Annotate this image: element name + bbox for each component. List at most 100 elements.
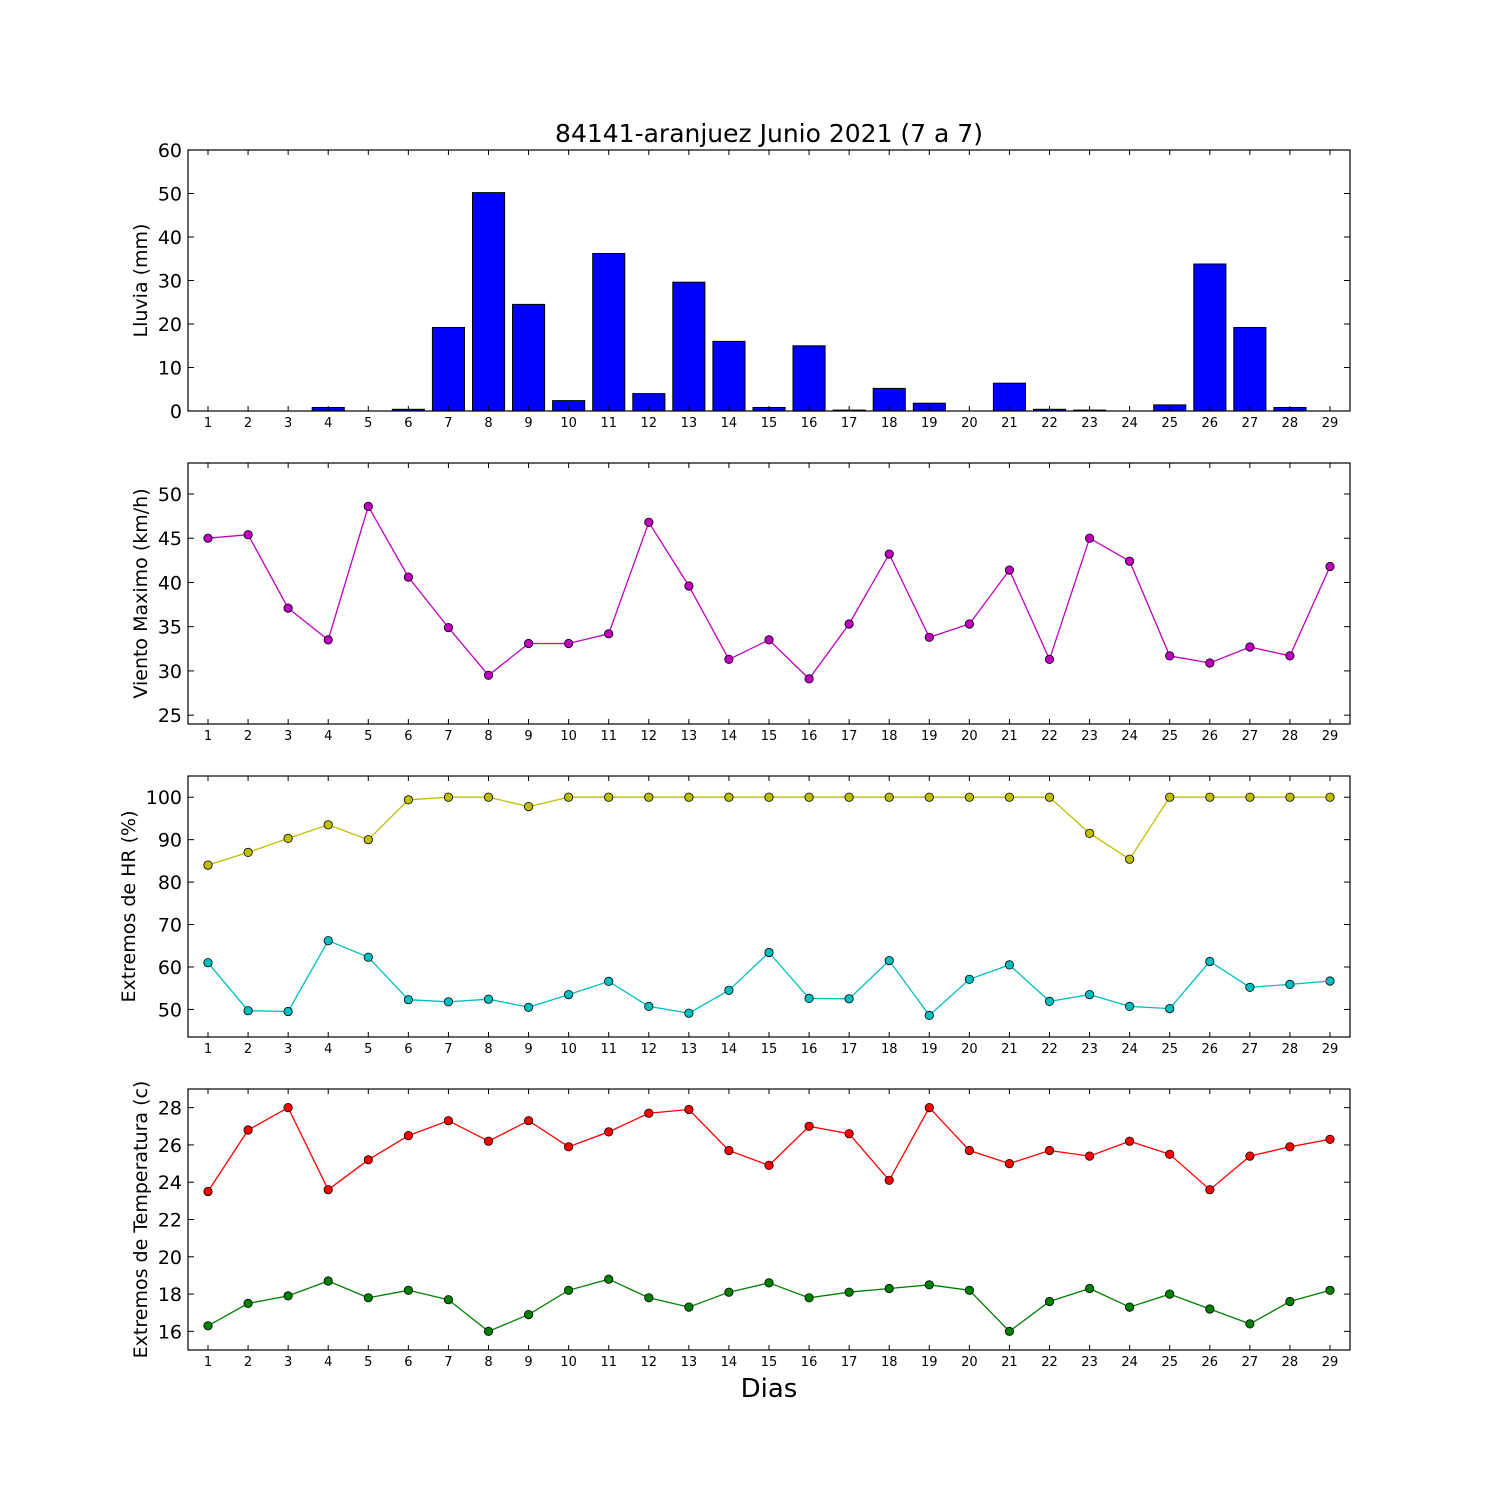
- humidity-series-2-point-day-18: [884, 955, 894, 966]
- temperature-series-1-point-day-18: [884, 1175, 894, 1185]
- wind-xtick-label: 9: [524, 729, 532, 744]
- humidity-series-1-point-day-20: [964, 792, 975, 802]
- temperature-series-1-point-day-27: [1245, 1151, 1255, 1161]
- rain-xtick-label: 16: [801, 416, 818, 431]
- temperature-xtick-label: 24: [1121, 1355, 1138, 1370]
- temperature-ytick-label: 18: [158, 1284, 182, 1306]
- humidity-series-2-point-day-29: [1325, 976, 1335, 986]
- wind-series-1-point-day-26: [1205, 658, 1215, 668]
- rain-xtick-label: 13: [681, 416, 698, 431]
- wind-series-1-point-day-8: [483, 670, 494, 680]
- temperature-ytick-label: 28: [158, 1098, 182, 1120]
- wind-series-1-point-day-11: [604, 629, 614, 639]
- temperature-series-1-point-day-26: [1205, 1185, 1215, 1195]
- temperature-series-2-point-day-22: [1044, 1296, 1055, 1307]
- wind-series-1-point-day-1: [203, 533, 213, 543]
- temperature-ytick-label: 26: [158, 1135, 182, 1157]
- humidity-xtick-label: 23: [1081, 1042, 1098, 1057]
- humidity-series-1-point-day-22: [1044, 792, 1055, 802]
- rain-y-axis-label: Lluvia (mm): [130, 224, 152, 338]
- wind-series-1-point-day-18: [884, 549, 894, 559]
- humidity-xtick-label: 3: [284, 1042, 292, 1057]
- temperature-xtick-label: 9: [524, 1355, 532, 1370]
- humidity-series-1-point-day-13: [684, 792, 694, 802]
- wind-ytick-label: 50: [158, 484, 182, 506]
- rain-xtick-label: 14: [721, 416, 738, 431]
- wind-series-1-point-day-10: [563, 638, 574, 649]
- temperature-series-1-point-day-23: [1085, 1151, 1095, 1161]
- humidity-ytick-label: 70: [158, 915, 182, 937]
- temperature-xtick-label: 2: [244, 1355, 252, 1370]
- wind-xtick-label: 25: [1161, 729, 1178, 744]
- temperature-series-2-point-day-20: [964, 1285, 975, 1295]
- humidity-series-2-point-day-6: [403, 995, 413, 1005]
- humidity-series-2-point-day-28: [1285, 979, 1295, 990]
- temperature-series-2-point-day-21: [1004, 1326, 1015, 1337]
- x-axis-label: Dias: [741, 1374, 798, 1404]
- wind-ytick-label: 35: [158, 617, 182, 639]
- humidity-xtick-label: 5: [364, 1042, 372, 1057]
- temperature-series-1-point-day-1: [203, 1186, 213, 1197]
- humidity-xtick-label: 11: [600, 1042, 617, 1057]
- wind-series-1-point-day-19: [924, 632, 934, 642]
- wind-xtick-label: 20: [961, 729, 978, 744]
- wind-xtick-label: 17: [841, 729, 858, 744]
- temperature-series-1-point-day-17: [844, 1129, 854, 1139]
- humidity-series-2-point-day-8: [483, 994, 494, 1004]
- temperature-xtick-label: 22: [1041, 1355, 1058, 1370]
- rain-xtick-label: 17: [841, 416, 858, 431]
- temperature-series-1-point-day-13: [684, 1104, 694, 1115]
- wind-xtick-label: 12: [641, 729, 658, 744]
- wind-axes-frame: [187, 462, 1351, 725]
- humidity-xtick-label: 7: [444, 1042, 452, 1057]
- rain-bar-day-7: [431, 327, 465, 412]
- wind-ytick-label: 30: [158, 661, 182, 683]
- temperature-series-2-point-day-5: [363, 1293, 373, 1303]
- rain-xtick-label: 15: [761, 416, 778, 431]
- temperature-xtick-label: 12: [641, 1355, 658, 1370]
- temperature-xtick-label: 13: [681, 1355, 698, 1370]
- temperature-xtick-label: 20: [961, 1355, 978, 1370]
- temperature-series-2-point-day-18: [884, 1283, 894, 1294]
- wind-xtick-label: 14: [721, 729, 738, 744]
- humidity-series-2-point-day-27: [1245, 982, 1255, 992]
- wind-xtick-label: 3: [284, 729, 292, 744]
- rain-xtick-label: 9: [524, 416, 532, 431]
- wind-series-1-point-day-6: [403, 572, 413, 582]
- humidity-series-2-point-day-26: [1205, 956, 1215, 967]
- temperature-xtick-label: 19: [921, 1355, 938, 1370]
- wind-series-1-point-day-3: [283, 603, 293, 613]
- temperature-series-1-point-day-11: [604, 1127, 614, 1137]
- temperature-ytick-label: 24: [158, 1172, 182, 1194]
- wind-xtick-label: 8: [484, 729, 492, 744]
- rain-xtick-label: 5: [364, 416, 372, 431]
- humidity-series-1-point-day-21: [1004, 792, 1015, 802]
- wind-ytick-label: 25: [158, 705, 182, 727]
- wind-series-1-point-day-14: [724, 654, 734, 665]
- temperature-series-2-point-day-16: [804, 1293, 814, 1303]
- humidity-xtick-label: 14: [721, 1042, 738, 1057]
- wind-series-1-point-day-15: [764, 635, 774, 645]
- humidity-xtick-label: 4: [324, 1042, 332, 1057]
- humidity-series-2-point-day-17: [844, 994, 854, 1004]
- wind-series-1-point-day-22: [1044, 654, 1055, 665]
- temperature-xtick-label: 11: [600, 1355, 617, 1370]
- humidity-series-2-point-day-19: [924, 1010, 934, 1021]
- humidity-xtick-label: 2: [244, 1042, 252, 1057]
- humidity-series-1-point-day-26: [1205, 792, 1215, 802]
- temperature-series-2-point-day-4: [323, 1276, 333, 1286]
- temperature-series-1-point-day-7: [443, 1116, 453, 1126]
- humidity-series-1-line: [207, 796, 1330, 866]
- wind-y-axis-label: Viento Maximo (km/h): [130, 488, 152, 698]
- humidity-series-2-point-day-9: [523, 1002, 534, 1012]
- temperature-series-2-point-day-29: [1325, 1285, 1335, 1295]
- humidity-xtick-label: 6: [404, 1042, 412, 1057]
- temperature-series-2-point-day-6: [403, 1285, 413, 1295]
- wind-xtick-label: 1: [204, 729, 212, 744]
- figure-title: 84141-aranjuez Junio 2021 (7 a 7): [555, 119, 983, 148]
- humidity-xtick-label: 9: [524, 1042, 532, 1057]
- humidity-xtick-label: 19: [921, 1042, 938, 1057]
